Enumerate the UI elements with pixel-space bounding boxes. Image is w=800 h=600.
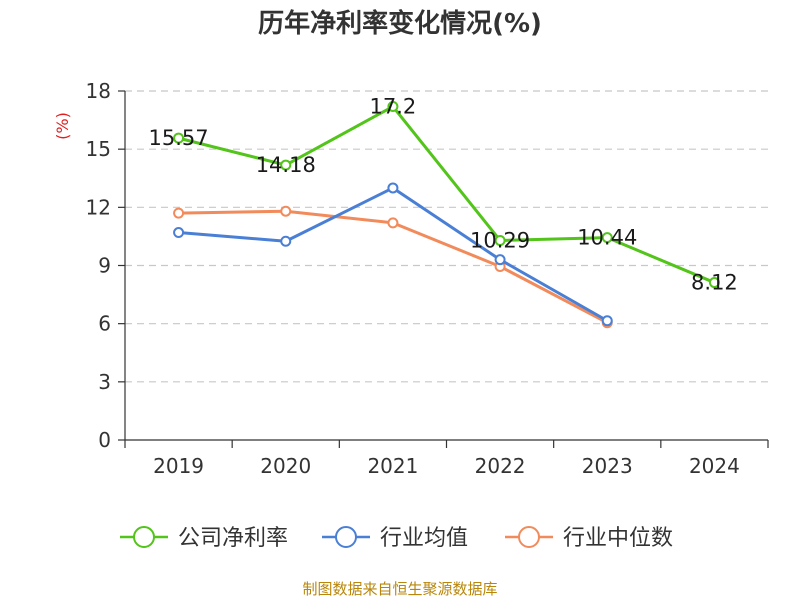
legend-marker [518,526,540,548]
footer-source: 制图数据来自恒生聚源数据库 [302,580,497,598]
legend-item: 公司净利率 [120,526,288,551]
series-line [178,105,715,284]
y-tick-label: 18 [86,79,111,103]
legend-marker [335,526,357,548]
data-point [708,277,720,289]
data-point [387,217,399,229]
legend-label: 公司净利率 [178,526,288,551]
x-tick-label: 2023 [582,454,633,478]
legend-item: 行业中位数 [505,526,673,551]
data-point [173,207,185,219]
x-tick-label: 2022 [475,454,526,478]
y-axis-label: (%) [53,112,72,140]
legend-item: 行业均值 [322,526,468,551]
data-point [494,254,506,266]
data-point [173,132,185,144]
y-tick-label: 3 [98,370,111,394]
legend: 公司净利率 行业均值 行业中位数 [120,526,673,551]
legend-label: 行业中位数 [563,526,673,551]
y-tick-label: 15 [86,137,111,161]
data-label: 10.44 [577,226,637,250]
data-label: 17.2 [370,95,417,119]
series-group [173,101,720,329]
chart-title: 历年净利率变化情况(%) [258,8,542,39]
data-point [387,182,399,194]
data-label: 10.29 [470,228,530,252]
x-tick-label: 2024 [689,454,740,478]
data-label: 8.12 [691,271,738,295]
data-point [173,227,185,239]
axes: 0 3 6 9 12 15 18 2019 2020 2021 2022 2023 2024 [86,79,769,478]
data-label: 15.57 [149,126,209,150]
data-label: 14.18 [256,153,316,177]
data-point [280,235,292,247]
data-point [280,159,292,171]
y-tick-label: 9 [98,254,111,278]
y-tick-label: 6 [98,312,111,336]
data-labels: 15.57 14.18 17.2 10.29 10.44 8.12 [149,95,738,295]
data-point [601,232,613,244]
y-tick-label: 12 [86,195,111,219]
data-point [387,101,399,113]
data-point [280,205,292,217]
data-point [601,315,613,327]
legend-label: 行业均值 [380,526,468,551]
y-tick-label: 0 [98,428,111,452]
x-tick-label: 2021 [367,454,418,478]
legend-marker [133,526,155,548]
x-tick-label: 2020 [260,454,311,478]
x-tick-label: 2019 [153,454,204,478]
data-point [494,234,506,246]
